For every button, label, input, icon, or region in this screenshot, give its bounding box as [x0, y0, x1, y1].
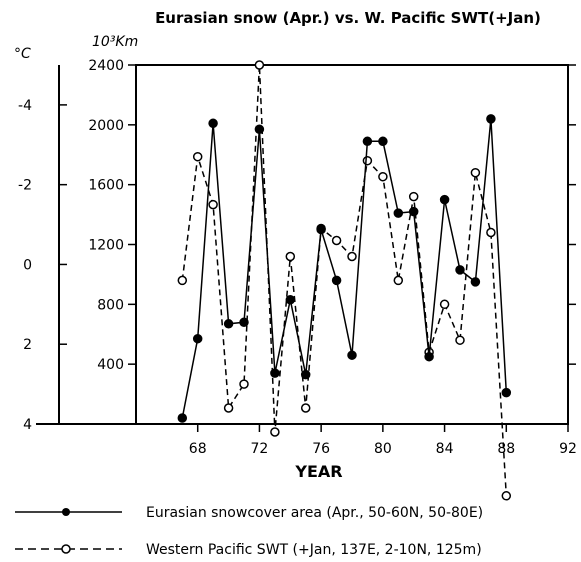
series-0-point — [455, 265, 465, 275]
right-tick-label: 1200 — [88, 238, 124, 254]
series-0-point — [362, 136, 373, 147]
series-0-point — [486, 114, 496, 124]
series-line-0 — [181, 118, 508, 419]
series-1-point — [362, 155, 373, 166]
series-0-point — [424, 351, 434, 362]
left-tick-label: 2 — [23, 337, 32, 353]
series-layer — [177, 60, 512, 501]
chart-title: Eurasian snow (Apr.) vs. W. Pacific SWT(… — [155, 9, 541, 27]
series-0-point — [501, 387, 512, 398]
x-axis: 68 72 76 80 84 88 92 — [189, 424, 577, 457]
series-0-point — [331, 275, 342, 286]
series-1-point — [408, 191, 419, 202]
series-0-point — [393, 208, 404, 218]
left-tick-label: 4 — [23, 417, 32, 433]
series-0-point — [208, 118, 218, 129]
series-1-point — [254, 60, 265, 70]
right-tick-label: 400 — [97, 357, 124, 373]
left-axis: -4 -2 0 2 4 — [18, 98, 67, 433]
series-1-point — [239, 379, 249, 389]
series-1-point — [347, 251, 357, 262]
series-0-point — [378, 136, 388, 147]
left-tick-label: -4 — [18, 98, 32, 114]
series-1-point — [470, 167, 481, 178]
series-1-point — [455, 335, 465, 345]
x-tick-label: 84 — [436, 441, 454, 457]
series-1-point — [393, 275, 404, 286]
series-1-point — [331, 235, 342, 246]
left-tick-label: 0 — [23, 257, 32, 273]
series-0-point — [316, 224, 326, 235]
right-tick-label: 800 — [97, 297, 124, 313]
x-tick-label: 88 — [497, 441, 515, 457]
right-axis: 2400 2000 1600 1200 800 400 — [88, 58, 576, 373]
legend-item-snowcover: Eurasian snowcover area (Apr., 50-60N, 5… — [15, 505, 483, 521]
series-0-point — [300, 369, 311, 380]
series-1-point — [270, 427, 280, 437]
series-1-point — [223, 403, 234, 413]
series-line-1 — [181, 64, 508, 496]
x-tick-label: 68 — [189, 441, 207, 457]
series-1-point — [208, 199, 218, 210]
series-0-point — [439, 194, 450, 205]
right-tick-label: 2400 — [88, 58, 124, 74]
right-tick-label: 1600 — [88, 178, 124, 194]
plot-frame — [135, 64, 569, 425]
series-0-point — [239, 317, 249, 328]
legend-item-pacific-swt: Western Pacific SWT (+Jan, 137E, 2-10N, … — [15, 542, 482, 558]
x-tick-label: 76 — [312, 441, 330, 457]
series-0-point — [285, 295, 296, 305]
legend: Eurasian snowcover area (Apr., 50-60N, 5… — [15, 505, 483, 558]
series-0-point — [408, 206, 419, 217]
right-tick-label: 2000 — [88, 118, 124, 134]
series-1-point — [300, 403, 311, 413]
series-0-point — [470, 277, 481, 287]
legend-label-snowcover: Eurasian snowcover area (Apr., 50-60N, 5… — [146, 505, 483, 521]
series-0-point — [254, 124, 265, 135]
left-axis-unit: °C — [14, 46, 31, 62]
series-1-point — [177, 275, 188, 286]
series-1-point — [192, 151, 203, 162]
series-0-point — [347, 350, 357, 360]
x-tick-label: 72 — [251, 441, 269, 457]
x-tick-label: 80 — [374, 441, 392, 457]
series-0-point — [270, 368, 280, 378]
series-1-point — [501, 491, 512, 501]
legend-label-pacific-swt: Western Pacific SWT (+Jan, 137E, 2-10N, … — [146, 542, 482, 558]
x-tick-label: 92 — [559, 441, 577, 457]
series-0-point — [223, 319, 234, 329]
series-1-point — [486, 227, 496, 238]
series-0-point — [177, 413, 188, 423]
left-tick-label: -2 — [18, 178, 32, 194]
right-axis-unit: 10³Km — [92, 34, 138, 50]
series-1-point — [378, 171, 388, 182]
series-1-point — [285, 251, 296, 262]
x-axis-title: YEAR — [294, 462, 342, 481]
series-1-point — [439, 299, 450, 310]
series-0-point — [192, 333, 203, 344]
